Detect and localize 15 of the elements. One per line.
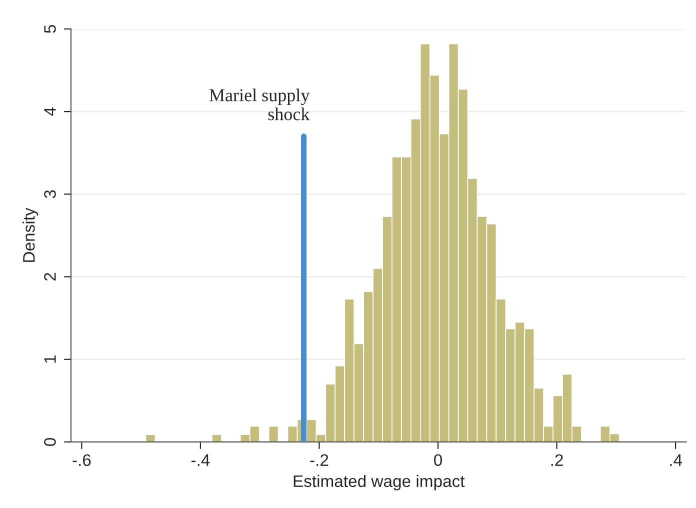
ref-line-label: Mariel supply shock (209, 88, 310, 120)
y-tick-label: 2 (44, 272, 56, 281)
y-tick-label: 1 (44, 356, 56, 363)
y-tick-label: 3 (44, 190, 56, 198)
x-tick-label: .2 (551, 454, 563, 466)
x-tick-label: -.4 (191, 454, 210, 466)
y-tick-label: 5 (44, 25, 56, 33)
y-tick-label: 0 (44, 438, 56, 446)
x-tick-label: 0 (434, 454, 442, 466)
x-tick-label: -.2 (310, 454, 328, 466)
y-tick-label: 4 (44, 107, 56, 116)
x-axis-title: Estimated wage impact (294, 474, 465, 490)
y-axis-title: Density (22, 208, 38, 262)
x-tick-label: -.6 (72, 454, 91, 466)
x-tick-label: .4 (670, 454, 682, 466)
